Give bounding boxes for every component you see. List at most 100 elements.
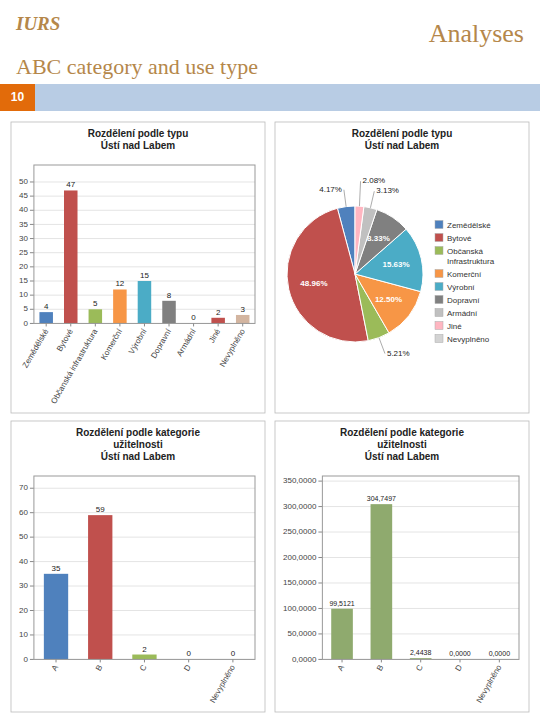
x-tick-mark bbox=[144, 323, 145, 326]
header-label: IURS bbox=[15, 13, 60, 34]
bar bbox=[89, 309, 103, 323]
data-label: 2 bbox=[216, 308, 221, 317]
plot-frame bbox=[322, 476, 519, 659]
x-tick-mark bbox=[46, 323, 47, 326]
legend-label: Bytové bbox=[447, 234, 472, 243]
tick-mark bbox=[30, 323, 34, 324]
tick-mark bbox=[30, 196, 34, 197]
x-tick-mark bbox=[460, 659, 461, 662]
text-line: Nevyplněno bbox=[447, 335, 490, 344]
y-tick-label: 150,0000 bbox=[283, 578, 317, 587]
x-tick-label: A bbox=[50, 663, 61, 673]
y-tick-label: 30 bbox=[19, 581, 28, 590]
tick-mark bbox=[30, 561, 34, 562]
legend-label: Zemědělské bbox=[447, 221, 491, 230]
chart-title: Rozdělení podle typuÚstí nad Labem bbox=[352, 128, 453, 151]
plot-frame bbox=[34, 476, 255, 659]
legend: Zemědělské Bytové ObčanskáInfrastruktura Ko… bbox=[435, 221, 495, 344]
pie-slice bbox=[355, 206, 364, 274]
legend-label: Armádní bbox=[447, 309, 478, 318]
text-line: Občanská bbox=[447, 247, 484, 256]
x-tick-mark bbox=[95, 323, 96, 326]
text-line: užitelnosti bbox=[113, 439, 163, 450]
tick-mark bbox=[30, 295, 34, 296]
tick-mark bbox=[30, 210, 34, 211]
y-tick-label: 50,0000 bbox=[287, 629, 316, 638]
text-line: Armádní bbox=[447, 309, 478, 318]
x-tick-mark bbox=[144, 659, 145, 662]
data-label: 2.08% bbox=[363, 176, 386, 185]
x-tick-label: Občanská infrastruktura bbox=[49, 327, 100, 406]
tick-mark bbox=[318, 582, 322, 583]
data-label: 48.96% bbox=[300, 279, 327, 288]
x-tick-label: D bbox=[453, 663, 464, 673]
text-line: Rozdělení podle kategorie bbox=[340, 427, 464, 438]
y-tick-label: 20 bbox=[19, 606, 28, 615]
legend-swatch bbox=[435, 283, 443, 291]
bars bbox=[331, 504, 431, 659]
data-label: 2,4438 bbox=[410, 649, 432, 656]
legend-swatch bbox=[435, 221, 443, 229]
data-label: 5 bbox=[93, 299, 98, 308]
tick-mark bbox=[30, 586, 34, 587]
text-line: Dopravní bbox=[447, 296, 480, 305]
chart-title: Rozdělení podle kategorieužitelnostiÚstí… bbox=[76, 427, 200, 462]
banner bbox=[0, 84, 540, 111]
tick-mark bbox=[30, 309, 34, 310]
x-tick-mark bbox=[420, 659, 421, 662]
bar bbox=[371, 504, 393, 659]
data-label: 0,0000 bbox=[449, 650, 471, 657]
tick-mark bbox=[30, 537, 34, 538]
legend-label: Jiné bbox=[447, 322, 462, 331]
panel bbox=[275, 122, 529, 413]
panel bbox=[11, 421, 265, 712]
text-line: Jiné bbox=[447, 322, 462, 331]
y-tick-label: 30 bbox=[19, 234, 28, 243]
data-label: 5.21% bbox=[387, 349, 410, 358]
data-label: 0 bbox=[231, 649, 236, 658]
grid-line bbox=[322, 557, 519, 558]
text-line: Bytové bbox=[447, 234, 472, 243]
x-tick-mark bbox=[342, 659, 343, 662]
legend-label: Dopravní bbox=[447, 296, 480, 305]
tick-mark bbox=[30, 512, 34, 513]
tick-mark bbox=[30, 181, 34, 182]
tick-mark bbox=[30, 281, 34, 282]
bar bbox=[88, 515, 112, 659]
text-line: Ústí nad Labem bbox=[365, 450, 440, 462]
x-tick-label: Nevyplněno bbox=[475, 663, 504, 705]
grid-line bbox=[34, 512, 255, 513]
x-tick-label: Nevyplněno bbox=[208, 663, 237, 705]
y-tick-label: 0 bbox=[23, 319, 28, 328]
slide: IURSAnalysesABC category and use type10R… bbox=[0, 0, 540, 720]
bar bbox=[113, 289, 127, 323]
x-tick-label: C bbox=[138, 663, 149, 673]
bar bbox=[331, 609, 353, 660]
bar bbox=[39, 312, 53, 323]
grid-line bbox=[322, 532, 519, 533]
y-tick-label: 300,0000 bbox=[283, 502, 317, 511]
x-tick-label: Jiné bbox=[207, 327, 222, 345]
text-line: Infrastruktura bbox=[447, 257, 495, 266]
leader-line bbox=[359, 181, 360, 206]
bar bbox=[162, 301, 176, 324]
legend-label: Nevyplněno bbox=[447, 335, 490, 344]
y-tick-label: 50 bbox=[19, 532, 28, 541]
data-label: 0,0000 bbox=[489, 650, 511, 657]
data-label: 3 bbox=[240, 305, 245, 314]
bar bbox=[64, 190, 78, 323]
legend-swatch bbox=[435, 309, 443, 317]
grid-line bbox=[34, 561, 255, 562]
legend-label: Komerční bbox=[447, 270, 482, 279]
data-label: 0 bbox=[186, 649, 191, 658]
data-label: 304,7497 bbox=[367, 495, 396, 502]
tick-mark bbox=[30, 238, 34, 239]
leader-line bbox=[344, 190, 346, 207]
text-line: Zemědělské bbox=[447, 221, 491, 230]
data-label: 4.17% bbox=[319, 185, 342, 194]
tick-mark bbox=[30, 252, 34, 253]
x-tick-label: Dopravní bbox=[149, 327, 173, 360]
x-tick-mark bbox=[381, 659, 382, 662]
grid-line bbox=[322, 481, 519, 482]
tick-mark bbox=[30, 488, 34, 489]
